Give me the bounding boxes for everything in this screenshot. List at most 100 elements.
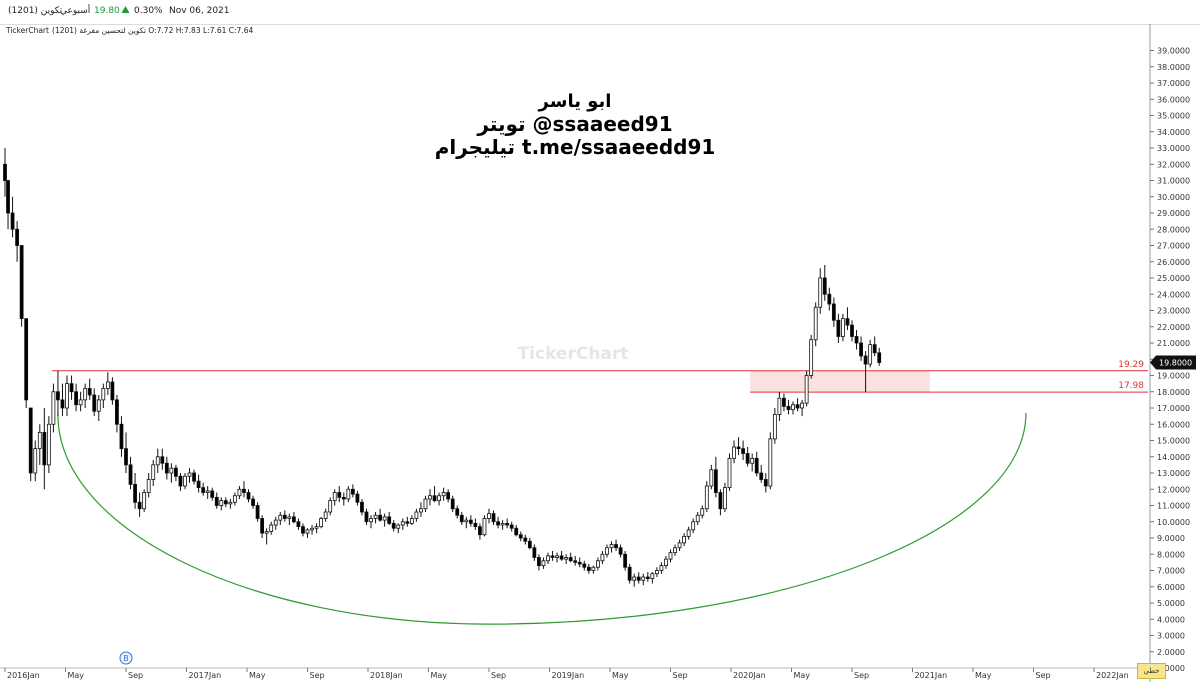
candle — [242, 481, 246, 498]
candle — [246, 489, 251, 503]
candle — [3, 148, 7, 197]
candle — [164, 456, 169, 480]
x-tick-label: 2017Jan — [189, 671, 222, 680]
candle-body — [19, 245, 24, 320]
symbol-name[interactable]: تكوين (1201) — [8, 6, 63, 16]
candle — [83, 383, 88, 408]
candle — [623, 551, 628, 571]
candle — [759, 464, 764, 483]
candle — [514, 525, 519, 537]
candle-body — [627, 566, 632, 581]
y-tick-label: 36.0000 — [1157, 95, 1190, 104]
candle — [146, 473, 151, 498]
candle-body — [301, 526, 305, 534]
candle — [591, 565, 596, 574]
candle-body — [573, 560, 578, 563]
candle-body — [69, 383, 74, 393]
candle — [133, 473, 137, 509]
level-label: 17.98 — [1118, 381, 1144, 391]
candle-body — [723, 487, 727, 510]
candle — [718, 489, 723, 516]
candle-body — [428, 495, 432, 500]
candle-body — [51, 391, 56, 425]
candle-body — [6, 180, 10, 214]
candle-body — [291, 516, 296, 523]
last-price: 19.80 — [94, 6, 120, 16]
candle-body — [505, 522, 510, 526]
candle — [423, 495, 428, 512]
candle-body — [10, 212, 15, 230]
y-tick-label: 33.0000 — [1157, 144, 1190, 153]
candle-body — [382, 516, 387, 521]
period-label[interactable]: أسبوعي — [60, 6, 91, 16]
candle — [237, 486, 242, 499]
x-tick-label: Sep — [128, 671, 143, 680]
candle-body — [282, 514, 287, 519]
candle-body — [564, 557, 569, 560]
candle — [219, 497, 224, 511]
candle-body — [341, 496, 346, 500]
candle-body — [146, 479, 151, 493]
candle — [223, 497, 228, 508]
scale-mode-button[interactable]: خطي — [1137, 663, 1166, 679]
candle — [872, 336, 877, 356]
candle — [296, 518, 301, 530]
candle — [827, 287, 832, 311]
candle — [686, 526, 691, 540]
x-tick-label: May — [249, 671, 266, 680]
candle-body — [568, 557, 573, 562]
candle — [745, 447, 750, 467]
candle — [419, 502, 423, 517]
y-tick-label: 19.0000 — [1157, 372, 1190, 381]
twitter-handle: تويتر @ssaaeed91 — [477, 112, 673, 136]
candle-body — [133, 483, 137, 503]
candle-body — [328, 500, 333, 513]
candle — [809, 334, 814, 379]
candle — [28, 407, 33, 482]
candle — [645, 572, 650, 582]
candle-body — [813, 306, 818, 341]
candle — [174, 464, 178, 482]
candle — [464, 516, 469, 529]
candle-body — [305, 529, 310, 534]
candle — [160, 448, 165, 470]
change-percent: 0.30% — [134, 6, 163, 16]
candle-body — [654, 570, 659, 575]
candle — [137, 492, 142, 517]
candle-body — [809, 339, 814, 376]
candle — [369, 515, 373, 529]
candle-body — [487, 513, 491, 519]
candle-body — [187, 472, 192, 477]
candle — [600, 551, 605, 564]
candle-body — [713, 469, 718, 493]
candle — [564, 554, 569, 564]
candle-body — [859, 342, 863, 357]
tickerchart-watermark: TickerChart — [518, 344, 629, 364]
candle — [813, 302, 818, 347]
candle — [818, 268, 823, 314]
candle — [523, 534, 528, 545]
candle — [641, 573, 646, 586]
y-tick-label: 28.0000 — [1157, 225, 1190, 234]
y-tick-label: 22.0000 — [1157, 323, 1190, 332]
candle-body — [836, 319, 841, 337]
candle — [709, 464, 714, 490]
candle — [618, 544, 623, 558]
y-tick-label: 21.0000 — [1157, 339, 1190, 348]
candle — [704, 481, 709, 512]
candle — [364, 508, 369, 525]
candle-body — [496, 521, 500, 526]
candle — [323, 508, 328, 522]
candle — [87, 378, 92, 400]
candle-body — [818, 277, 823, 308]
candle — [301, 523, 305, 537]
date-label: Nov 06, 2021 — [169, 6, 230, 16]
candle — [264, 528, 269, 545]
candle-body — [260, 518, 265, 534]
candle — [355, 490, 360, 506]
candle — [24, 318, 29, 408]
candle — [305, 528, 310, 538]
x-tick-label: Sep — [491, 671, 506, 680]
candle — [668, 549, 673, 563]
